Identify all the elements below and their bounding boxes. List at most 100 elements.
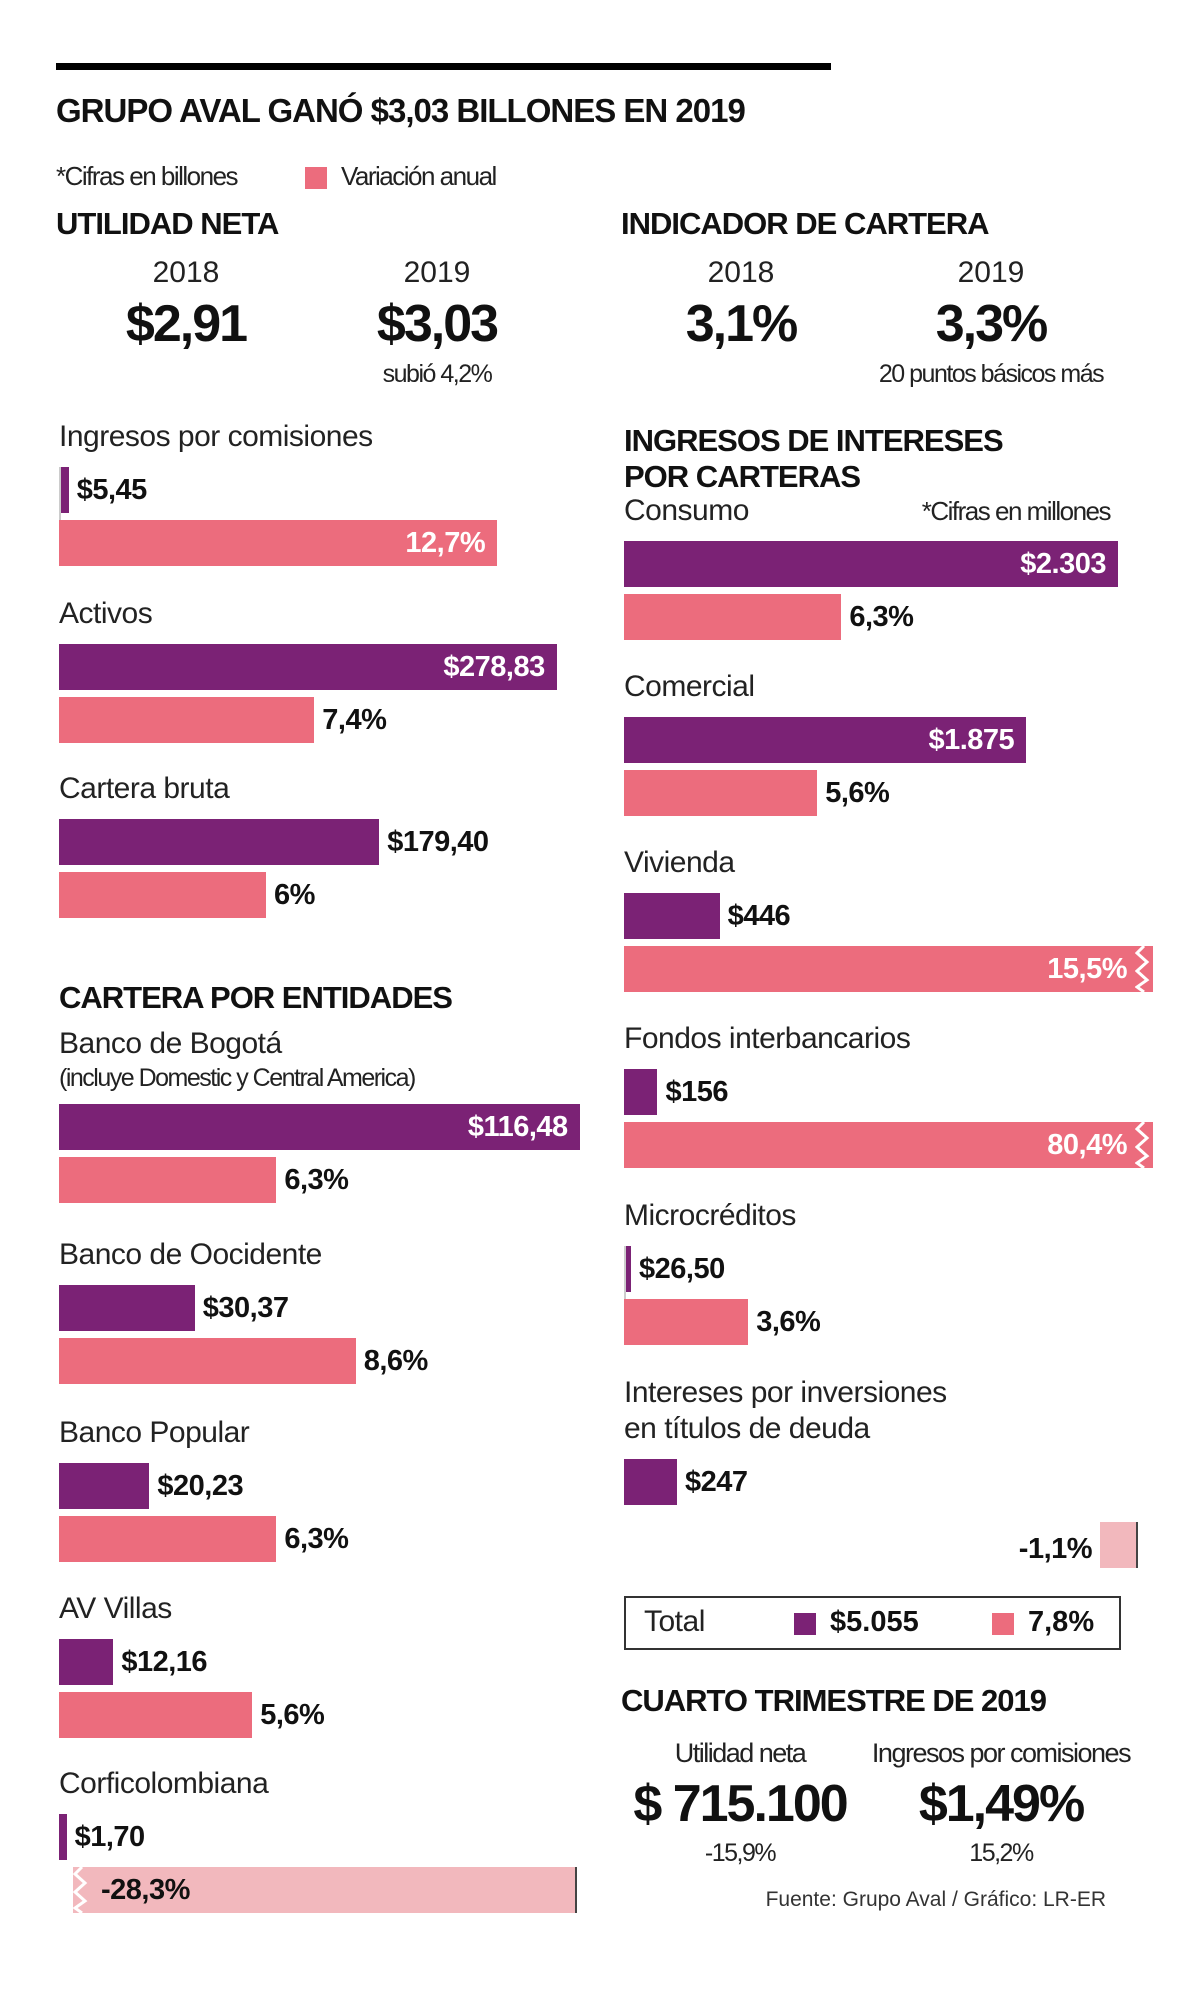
variation-bar xyxy=(624,1299,749,1345)
intereses-heading-line1: INGRESOS DE INTERESES xyxy=(624,423,1004,458)
category-label: en títulos de deuda xyxy=(624,1412,870,1445)
total-variation: 7,8% xyxy=(1028,1606,1095,1638)
axis-break-icon xyxy=(1135,1122,1150,1168)
utilidad-value-2019: $3,03 xyxy=(376,295,499,353)
variation-label: 5,6% xyxy=(260,1699,325,1731)
indicador-year-2019: 2019 xyxy=(957,256,1025,289)
variation-bar-negative xyxy=(73,1867,577,1913)
value-bar xyxy=(59,1814,67,1860)
variation-bar-negative xyxy=(1100,1522,1138,1568)
axis-break-icon xyxy=(73,1867,88,1913)
utilidad-heading: UTILIDAD NETA xyxy=(56,206,279,241)
category-label: Banco de Bogotá xyxy=(59,1027,282,1060)
value-label: $446 xyxy=(727,900,791,932)
value-bar xyxy=(59,819,380,865)
cuarto-label-utilidad: Utilidad neta xyxy=(674,1738,807,1768)
variation-label: 6% xyxy=(274,879,315,911)
legend: Variación anual xyxy=(305,161,497,192)
total-box: Total $5.055 7,8% xyxy=(624,1596,1121,1650)
value-label: $247 xyxy=(684,1466,748,1498)
axis-break-icon xyxy=(1135,946,1150,992)
value-label: $30,37 xyxy=(202,1292,289,1324)
cuarto-value-comisiones: $1,49% xyxy=(918,1775,1085,1833)
cuarto-heading: CUARTO TRIMESTRE DE 2019 xyxy=(621,1683,1047,1718)
variation-label: 5,6% xyxy=(825,777,890,809)
value-label: $2.303 xyxy=(1020,548,1106,580)
category-label: Fondos interbancarios xyxy=(624,1022,911,1055)
variation-label: 6,3% xyxy=(284,1523,349,1555)
cuarto-label-comisiones: Ingresos por comisiones xyxy=(871,1738,1132,1768)
variation-bar xyxy=(624,594,842,640)
variation-label: 15,5% xyxy=(1047,953,1127,985)
value-bar xyxy=(624,1459,677,1505)
value-label: $1,70 xyxy=(74,1821,146,1853)
top-rule xyxy=(56,63,831,70)
value-label: $156 xyxy=(665,1076,728,1108)
value-bar xyxy=(624,893,720,939)
value-label: $5,45 xyxy=(76,474,148,506)
legend-swatch-variation xyxy=(305,167,327,190)
variation-bar xyxy=(59,697,315,743)
value-label: $278,83 xyxy=(443,651,545,683)
variation-bar xyxy=(59,1157,277,1203)
entidades-heading: CARTERA POR ENTIDADES xyxy=(59,980,453,1015)
category-label: Comercial xyxy=(624,670,755,703)
indicador-heading: INDICADOR DE CARTERA xyxy=(621,206,989,241)
variation-label: 8,6% xyxy=(363,1345,429,1377)
cuarto-change-comisiones: 15,2% xyxy=(969,1839,1034,1867)
variation-label: -28,3% xyxy=(101,1874,190,1906)
value-bar xyxy=(59,1463,150,1509)
variation-bar xyxy=(624,770,818,816)
variation-bar xyxy=(59,1692,253,1738)
indicador-year-2018: 2018 xyxy=(707,256,775,289)
category-label: Microcréditos xyxy=(624,1199,796,1232)
variation-label: 6,3% xyxy=(849,601,914,633)
value-label: $12,16 xyxy=(121,1646,208,1678)
value-label: $20,23 xyxy=(157,1470,244,1502)
value-label: $26,50 xyxy=(639,1253,725,1285)
total-variation-swatch xyxy=(992,1613,1014,1635)
indicador-value-2019: 3,3% xyxy=(935,295,1049,353)
bar-axis xyxy=(59,467,61,566)
category-sublabel: (incluye Domestic y Central America) xyxy=(59,1064,416,1092)
utilidad-note: subió 4,2% xyxy=(382,360,493,388)
variation-bar xyxy=(59,1516,277,1562)
indicador-note: 20 puntos básicos más xyxy=(878,360,1105,388)
utilidad-year-2018: 2018 xyxy=(152,256,220,289)
total-value: $5.055 xyxy=(830,1606,919,1638)
variation-label: 12,7% xyxy=(405,527,486,559)
bar-axis xyxy=(624,1246,626,1345)
value-bar xyxy=(59,1285,195,1331)
value-bar xyxy=(624,541,1118,587)
variation-label: 6,3% xyxy=(284,1164,349,1196)
variation-bar xyxy=(624,946,1153,992)
indicador-value-2018: 3,1% xyxy=(685,295,799,353)
value-label: $1.875 xyxy=(928,724,1015,756)
cuarto-change-utilidad: -15,9% xyxy=(704,1839,777,1867)
legend-label: Variación anual xyxy=(341,161,497,191)
utilidad-year-2019: 2019 xyxy=(403,256,471,289)
category-label: Banco Popular xyxy=(59,1416,250,1449)
variation-label: 80,4% xyxy=(1047,1129,1127,1161)
value-bar xyxy=(59,1104,580,1150)
category-label: Intereses por inversiones xyxy=(624,1376,947,1409)
value-bar xyxy=(624,1069,658,1115)
category-label: Cartera bruta xyxy=(59,772,230,805)
value-bar xyxy=(624,717,1027,763)
millones-note: *Cifras en millones xyxy=(921,496,1112,526)
category-label: Activos xyxy=(59,597,153,630)
cuarto-value-utilidad: $ 715.100 xyxy=(633,1775,848,1833)
value-label: $179,40 xyxy=(387,826,489,858)
page-title: GRUPO AVAL GANÓ $3,03 BILLONES EN 2019 xyxy=(56,92,746,129)
variation-bar xyxy=(59,872,266,918)
category-label: Banco de Oocidente xyxy=(59,1238,322,1271)
variation-bar xyxy=(624,1122,1153,1168)
utilidad-value-2018: $2,91 xyxy=(125,295,248,353)
category-label: Corficolombiana xyxy=(59,1767,269,1800)
variation-label: -1,1% xyxy=(1018,1533,1093,1565)
variation-bar xyxy=(59,520,498,566)
category-label: AV Villas xyxy=(59,1592,172,1625)
value-label: $116,48 xyxy=(467,1111,568,1143)
units-note: *Cifras en billones xyxy=(56,161,239,191)
variation-bar xyxy=(59,1338,356,1384)
